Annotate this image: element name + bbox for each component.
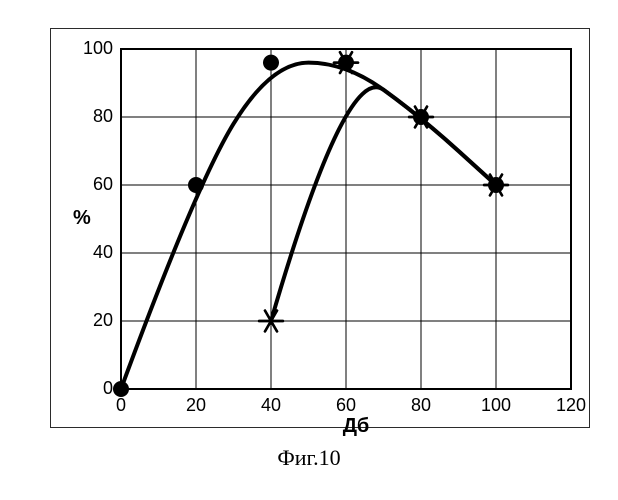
y-tick-label: 100	[63, 38, 113, 59]
x-axis-label: Дб	[326, 415, 386, 438]
figure-container: % Дб 020406080100020406080100120 Фиг.10	[0, 0, 618, 500]
chart-frame: % Дб 020406080100020406080100120	[50, 28, 590, 428]
y-tick-label: 20	[63, 310, 113, 331]
figure-caption: Фиг.10	[0, 445, 618, 471]
x-tick-label: 80	[401, 395, 441, 416]
y-axis-label: %	[73, 207, 91, 230]
series-star-line	[271, 87, 496, 321]
chart-svg	[51, 29, 591, 429]
x-tick-label: 100	[476, 395, 516, 416]
x-tick-label: 20	[176, 395, 216, 416]
x-tick-label: 40	[251, 395, 291, 416]
series-dot-line	[121, 63, 496, 389]
y-tick-label: 80	[63, 106, 113, 127]
x-tick-label: 60	[326, 395, 366, 416]
x-tick-label: 120	[551, 395, 591, 416]
y-tick-label: 60	[63, 174, 113, 195]
y-tick-label: 40	[63, 242, 113, 263]
x-tick-label: 0	[101, 395, 141, 416]
series-dot-marker	[263, 55, 279, 71]
series-dot-marker	[188, 177, 204, 193]
